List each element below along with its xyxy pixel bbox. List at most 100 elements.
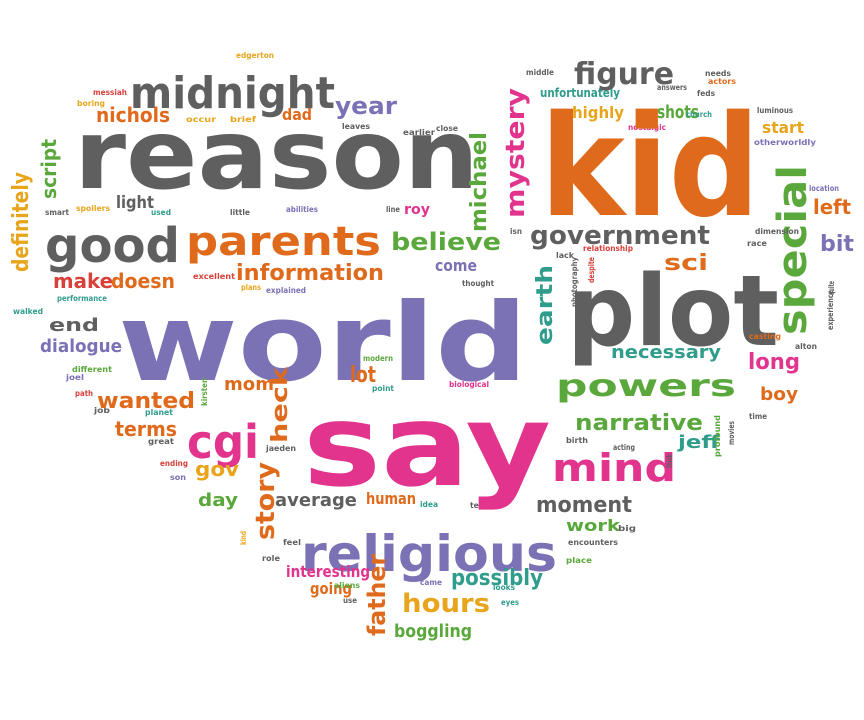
word-path: path bbox=[75, 389, 93, 398]
word-mind: mind bbox=[552, 446, 676, 490]
word-planet: planet bbox=[145, 408, 173, 417]
word-believe: believe bbox=[391, 228, 501, 256]
word-father: father bbox=[363, 554, 391, 636]
word-son: son bbox=[170, 473, 186, 482]
word-hours: hours bbox=[402, 589, 490, 619]
word-dad: dad bbox=[282, 105, 312, 124]
word-long: long bbox=[748, 350, 800, 375]
word-left: left bbox=[813, 195, 851, 219]
word-possibly: possibly bbox=[451, 566, 543, 591]
word-edgerton: edgerton bbox=[236, 51, 274, 60]
word-photography: photography bbox=[570, 256, 579, 307]
word-boy: boy bbox=[760, 384, 798, 405]
word-average: average bbox=[275, 490, 357, 511]
word-close: close bbox=[436, 124, 459, 133]
word-explained: explained bbox=[266, 286, 306, 295]
word-plans: plans bbox=[241, 283, 261, 292]
word-mom: mom bbox=[224, 374, 274, 395]
word-race: race bbox=[747, 239, 768, 248]
word-wanted: wanted bbox=[97, 389, 195, 414]
word-definitely: definitely bbox=[9, 172, 34, 272]
word-dialogue: dialogue bbox=[40, 336, 122, 357]
word-isn: isn bbox=[510, 227, 522, 236]
word-earlier: earlier bbox=[403, 128, 435, 137]
word-lot: lot bbox=[350, 363, 376, 388]
word-otherworldly: otherworldly bbox=[754, 138, 817, 147]
word-birth: birth bbox=[566, 436, 588, 445]
word-great: great bbox=[148, 437, 174, 446]
word-big: big bbox=[618, 524, 636, 533]
word-idea: idea bbox=[420, 500, 438, 509]
word-sci: sci bbox=[664, 251, 708, 276]
word-occur: occur bbox=[186, 115, 216, 124]
word-earth: earth bbox=[533, 265, 558, 345]
word-powers: powers bbox=[556, 369, 736, 404]
word-parents: parents bbox=[186, 219, 381, 265]
word-boggling: boggling bbox=[394, 621, 472, 642]
word-line: line bbox=[386, 205, 400, 214]
word-mystery: mystery bbox=[501, 88, 531, 218]
word-answers: answers bbox=[657, 83, 687, 92]
word-world: world bbox=[118, 281, 528, 406]
word-job: job bbox=[93, 406, 110, 415]
word-start: start bbox=[762, 118, 804, 137]
word-kirsten: kirsten bbox=[200, 378, 209, 406]
word-information: information bbox=[236, 261, 384, 286]
word-casting: casting bbox=[749, 332, 781, 341]
word-lack: lack bbox=[556, 251, 575, 260]
word-government: government bbox=[530, 221, 710, 251]
word-middle: middle bbox=[526, 68, 555, 77]
word-time: time bbox=[749, 412, 768, 421]
word-doesn: doesn bbox=[111, 269, 175, 293]
word-light: light bbox=[116, 193, 154, 213]
word-day: day bbox=[198, 490, 238, 511]
word-quite: quite bbox=[827, 281, 836, 295]
word-walked: walked bbox=[13, 307, 43, 316]
word-story: story bbox=[251, 462, 281, 540]
word-feel: feel bbox=[283, 538, 301, 547]
word-figure: figure bbox=[574, 57, 674, 92]
word-performance: performance bbox=[57, 294, 107, 303]
word-shots: shots bbox=[657, 102, 699, 123]
word-aliens: aliens bbox=[334, 581, 360, 590]
word-point: point bbox=[372, 384, 394, 393]
word-feds: feds bbox=[697, 89, 715, 98]
word-looks: looks bbox=[493, 583, 515, 592]
word-religious: religious bbox=[301, 525, 557, 583]
word-good: good bbox=[45, 218, 180, 274]
word-excellent: excellent bbox=[193, 272, 235, 281]
word-role: role bbox=[262, 554, 281, 563]
word-tell: tell bbox=[470, 501, 484, 510]
word-special: special bbox=[770, 165, 816, 335]
word-script: script bbox=[37, 139, 61, 199]
word-boring: boring bbox=[77, 99, 105, 108]
word-come: come bbox=[435, 256, 477, 275]
word-acting: acting bbox=[613, 443, 635, 452]
word-gov: gov bbox=[195, 457, 239, 481]
word-necessary: necessary bbox=[611, 342, 721, 363]
word-heck: heck bbox=[268, 365, 293, 443]
word-needs: needs bbox=[705, 69, 731, 78]
word-plot: plot bbox=[567, 255, 779, 369]
word-year: year bbox=[335, 92, 397, 120]
word-relationship: relationship bbox=[583, 244, 633, 253]
word-nostalgic: nostalgic bbox=[628, 123, 666, 132]
word-modern: modern bbox=[363, 354, 393, 363]
word-say: say bbox=[303, 379, 551, 512]
word-spoilers: spoilers bbox=[76, 204, 110, 213]
word-dimension: dimension bbox=[755, 227, 799, 236]
word-leaves: leaves bbox=[342, 122, 370, 131]
word-kind: kind bbox=[239, 531, 248, 545]
word-came: came bbox=[420, 578, 443, 587]
word-smart: smart bbox=[45, 208, 69, 217]
word-reason: reason bbox=[74, 99, 479, 211]
word-joel: joel bbox=[65, 373, 84, 382]
word-michael: michael bbox=[467, 132, 492, 232]
word-human: human bbox=[366, 489, 416, 508]
word-use: use bbox=[343, 596, 357, 605]
word-location: location bbox=[809, 184, 839, 193]
word-despite: despite bbox=[587, 257, 596, 283]
word-jeff: jeff bbox=[677, 432, 721, 453]
